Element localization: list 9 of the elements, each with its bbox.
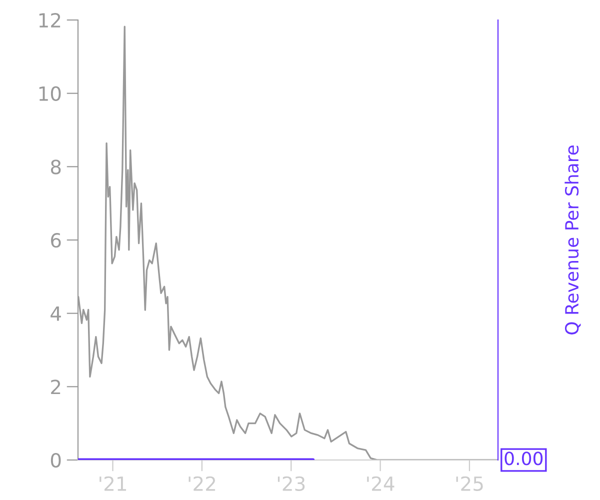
y-tick-label: 0 xyxy=(50,452,61,468)
y-tick-label: 6 xyxy=(51,232,61,248)
y-tick-label: 2 xyxy=(51,380,60,394)
y-tick-label: 12 xyxy=(39,12,60,28)
text: 0.00 xyxy=(504,452,543,466)
y-tick-label: 8 xyxy=(50,160,61,174)
y-tick-label: 10 xyxy=(39,86,61,101)
y2-axis-title: Q Revenue Per Share xyxy=(564,146,581,334)
y-tick-label: 4 xyxy=(50,306,61,321)
